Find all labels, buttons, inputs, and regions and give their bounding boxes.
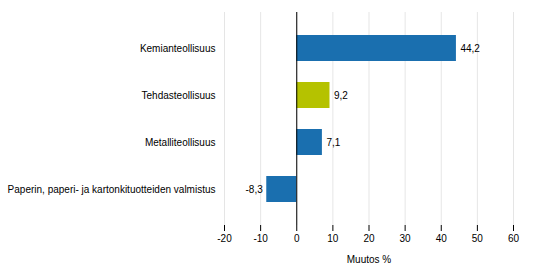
svg-text:60: 60: [508, 233, 520, 244]
svg-text:Tehdasteollisuus: Tehdasteollisuus: [142, 90, 216, 101]
svg-text:7,1: 7,1: [326, 137, 340, 148]
svg-text:10: 10: [327, 233, 339, 244]
svg-text:20: 20: [363, 233, 375, 244]
svg-text:30: 30: [400, 233, 412, 244]
svg-text:50: 50: [472, 233, 484, 244]
svg-text:9,2: 9,2: [334, 90, 348, 101]
svg-text:Muutos %: Muutos %: [347, 254, 392, 265]
svg-text:44,2: 44,2: [460, 43, 480, 54]
svg-text:Metalliteollisuus: Metalliteollisuus: [145, 137, 216, 148]
svg-text:0: 0: [294, 233, 300, 244]
svg-text:-10: -10: [253, 233, 268, 244]
svg-text:Paperin, paperi- ja kartonkitu: Paperin, paperi- ja kartonkituotteiden v…: [8, 184, 216, 195]
svg-text:-20: -20: [217, 233, 232, 244]
svg-text:40: 40: [436, 233, 448, 244]
svg-text:-8,3: -8,3: [246, 184, 264, 195]
svg-text:Kemianteollisuus: Kemianteollisuus: [140, 43, 216, 54]
